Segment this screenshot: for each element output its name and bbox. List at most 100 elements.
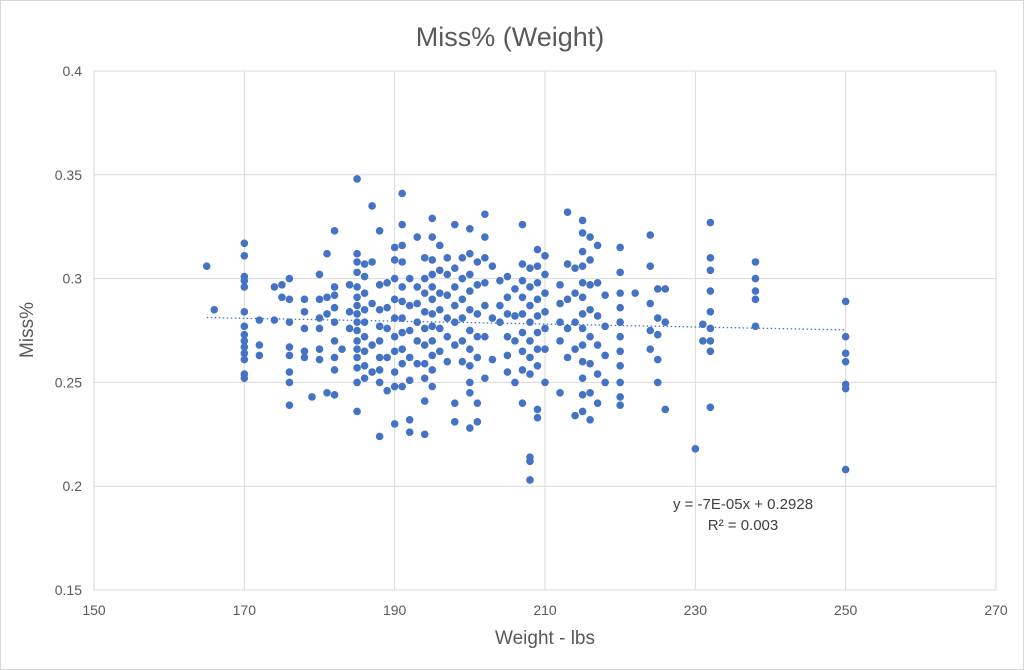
data-point — [841, 465, 850, 474]
data-point — [571, 411, 579, 420]
data-point — [481, 374, 489, 383]
data-point — [496, 301, 504, 310]
data-point — [240, 308, 249, 316]
data-point — [383, 324, 391, 333]
x-tick-label: 250 — [834, 602, 858, 618]
data-point — [443, 270, 452, 279]
data-point — [451, 264, 459, 273]
data-point — [285, 401, 294, 410]
data-point — [653, 330, 662, 339]
data-point — [315, 270, 324, 279]
data-point — [353, 337, 361, 345]
data-point — [616, 401, 624, 410]
data-point — [390, 295, 399, 304]
data-point — [593, 312, 602, 320]
y-axis-title: Miss% — [17, 302, 38, 358]
data-point — [699, 320, 707, 329]
data-point — [593, 370, 602, 378]
data-point — [466, 345, 474, 353]
data-point — [210, 305, 219, 314]
data-point — [751, 287, 760, 295]
data-point — [533, 278, 542, 287]
data-point — [353, 293, 361, 302]
x-tick-label: 270 — [984, 602, 1008, 618]
data-point — [616, 332, 624, 341]
data-point — [435, 266, 444, 275]
data-point — [503, 293, 512, 302]
data-point — [473, 332, 482, 341]
data-point — [398, 220, 406, 229]
data-point — [390, 347, 399, 356]
data-point — [578, 357, 587, 366]
data-point — [428, 382, 437, 391]
data-point — [556, 388, 564, 397]
data-point — [526, 301, 534, 310]
data-point — [345, 308, 354, 316]
data-point — [405, 415, 414, 424]
data-point — [841, 332, 850, 341]
data-point — [443, 357, 452, 366]
data-point — [616, 289, 624, 297]
data-point — [586, 332, 594, 341]
data-point — [390, 243, 399, 252]
x-tick-label: 190 — [383, 602, 407, 618]
data-point — [360, 305, 369, 314]
data-point — [360, 361, 369, 370]
data-point — [466, 270, 474, 279]
data-point — [240, 276, 249, 285]
data-point — [383, 278, 391, 287]
data-point — [435, 241, 444, 250]
data-point — [278, 293, 286, 302]
data-point — [413, 337, 422, 345]
data-point — [646, 345, 655, 353]
data-point — [300, 308, 309, 316]
data-point — [533, 413, 542, 422]
data-point — [706, 287, 715, 295]
data-point — [706, 324, 715, 333]
data-point — [240, 322, 249, 331]
data-point — [420, 324, 429, 333]
data-point — [556, 318, 564, 326]
x-tick-label: 230 — [684, 602, 708, 618]
y-tick-label: 0.25 — [55, 374, 82, 390]
data-point — [841, 384, 850, 393]
data-point — [451, 301, 459, 310]
data-point — [428, 256, 437, 264]
data-point — [601, 291, 609, 300]
data-point — [841, 349, 850, 358]
data-point — [315, 345, 324, 353]
data-point — [398, 359, 406, 368]
data-point — [353, 353, 361, 362]
data-point — [518, 399, 527, 407]
data-point — [458, 357, 467, 366]
data-point — [420, 274, 429, 283]
data-point — [503, 310, 512, 318]
data-point — [451, 283, 459, 291]
data-point — [428, 366, 437, 374]
data-point — [751, 295, 760, 304]
data-point — [578, 374, 587, 383]
data-point — [751, 274, 760, 283]
data-point — [578, 262, 587, 270]
data-point — [556, 337, 564, 345]
data-point — [360, 289, 369, 297]
data-point — [578, 293, 587, 302]
data-point — [518, 310, 527, 318]
data-point — [428, 295, 437, 304]
data-point — [330, 391, 339, 399]
data-point — [398, 258, 406, 266]
data-point — [285, 368, 294, 376]
data-point — [405, 353, 414, 362]
data-point — [375, 227, 384, 235]
data-point — [435, 347, 444, 356]
data-point — [285, 351, 294, 360]
data-point — [646, 231, 655, 239]
y-tick-label: 0.2 — [63, 478, 83, 494]
data-point — [428, 233, 437, 241]
data-point — [661, 285, 670, 293]
data-point — [653, 285, 662, 293]
data-point — [653, 355, 662, 364]
data-point — [413, 283, 422, 291]
data-point — [518, 328, 527, 337]
